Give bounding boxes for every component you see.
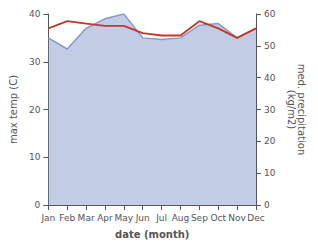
svg-text:0: 0 <box>35 200 41 210</box>
svg-text:Jun: Jun <box>135 213 150 223</box>
svg-text:(kg/m2): (kg/m2) <box>286 90 297 130</box>
svg-text:10: 10 <box>29 152 41 162</box>
svg-text:30: 30 <box>29 57 41 67</box>
svg-text:med. precipitation: med. precipitation <box>295 63 307 156</box>
svg-text:date (month): date (month) <box>115 229 189 240</box>
svg-text:50: 50 <box>264 41 276 51</box>
svg-text:Dec: Dec <box>247 213 264 223</box>
svg-text:May: May <box>115 213 134 223</box>
svg-text:20: 20 <box>264 136 276 146</box>
svg-text:0: 0 <box>264 200 270 210</box>
svg-text:60: 60 <box>264 9 276 19</box>
svg-text:Jan: Jan <box>40 213 55 223</box>
svg-text:10: 10 <box>264 168 276 178</box>
svg-text:Oct: Oct <box>210 213 226 223</box>
svg-text:40: 40 <box>29 9 41 19</box>
svg-text:Nov: Nov <box>228 213 246 223</box>
svg-text:Jul: Jul <box>155 213 167 223</box>
svg-text:Sep: Sep <box>191 213 208 223</box>
svg-text:Mar: Mar <box>78 213 95 223</box>
svg-text:40: 40 <box>264 73 276 83</box>
svg-text:Apr: Apr <box>97 213 113 223</box>
svg-text:20: 20 <box>29 105 41 115</box>
svg-text:30: 30 <box>264 105 276 115</box>
svg-text:Feb: Feb <box>59 213 75 223</box>
svg-text:max temp (C): max temp (C) <box>8 75 19 144</box>
svg-text:Aug: Aug <box>172 213 190 223</box>
